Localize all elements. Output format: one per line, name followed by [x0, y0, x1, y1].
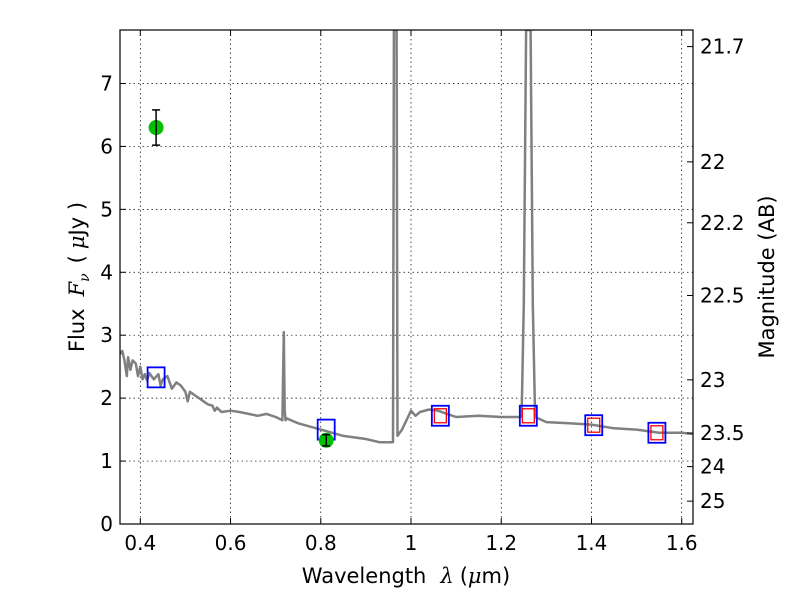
model-photometry-marker: [430, 404, 450, 427]
model-photometry-marker: [647, 421, 667, 444]
x-tick-label: 0.8: [305, 531, 337, 555]
x-tick-label: 1.6: [666, 531, 698, 555]
y2-axis-label: Magnitude (AB): [755, 195, 779, 358]
y-tick-label: 2: [100, 386, 113, 410]
y-axis-label: FluxFν(μJy ): [65, 202, 93, 352]
mag-tick-label: 23.5: [700, 421, 745, 445]
marker-layer: [146, 109, 667, 448]
mag-tick-label: 25: [700, 489, 725, 513]
red-photometry-marker: [587, 417, 601, 433]
red-photometry-marker: [433, 408, 447, 424]
y-tick-label: 5: [100, 197, 113, 221]
x-tick-label: 1.2: [485, 531, 517, 555]
x-tick-label: 1: [405, 531, 418, 555]
mag-tick-label: 21.7: [700, 35, 745, 59]
mag-tick-label: 22: [700, 150, 725, 174]
x-axis-label: Wavelength λ (μm): [302, 564, 510, 588]
y-tick-label: 0: [100, 512, 113, 536]
y-tick-label: 7: [100, 71, 113, 95]
mag-tick-label: 23: [700, 368, 725, 392]
y-tick-label: 6: [100, 134, 113, 158]
mag-tick-label: 24: [700, 455, 725, 479]
x-tick-label: 1.4: [576, 531, 608, 555]
model-photometry-marker: [518, 404, 538, 427]
mag-tick-label: 22.5: [700, 284, 745, 308]
grid: [120, 30, 693, 525]
red-photometry-marker: [521, 408, 535, 424]
model-photometry-marker: [584, 414, 604, 437]
y-tick-label: 1: [100, 449, 113, 473]
mag-tick-label: 22.2: [700, 211, 745, 235]
plot-background: [120, 30, 693, 524]
ticks: 0.4 0.6 0.8 1 1.2 1.4 1.60123456721.72222.222.…: [100, 30, 745, 555]
model-spectrum-line: [120, 30, 693, 444]
x-tick-label: 0.6: [215, 531, 247, 555]
plot-frame: [119, 29, 694, 525]
x-tick-label: 0.4: [124, 531, 156, 555]
model-photometry-marker: [146, 366, 166, 389]
y-tick-label: 4: [100, 260, 113, 284]
red-photometry-marker: [650, 425, 664, 441]
data-layer: [120, 30, 693, 444]
y-tick-label: 3: [100, 323, 113, 347]
